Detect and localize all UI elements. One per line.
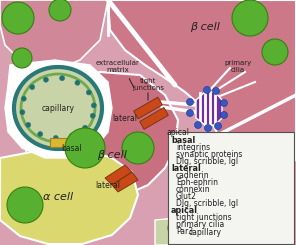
Circle shape — [83, 125, 88, 130]
Circle shape — [30, 85, 35, 90]
Text: apical: apical — [166, 127, 189, 136]
Circle shape — [44, 77, 49, 82]
Text: basal: basal — [62, 144, 82, 152]
Circle shape — [59, 76, 65, 81]
Text: Par3: Par3 — [176, 227, 193, 236]
Text: tight junctions: tight junctions — [176, 213, 232, 222]
Text: β cell: β cell — [97, 150, 127, 160]
Circle shape — [221, 99, 228, 107]
Circle shape — [65, 128, 105, 168]
Circle shape — [215, 122, 221, 130]
Circle shape — [7, 187, 43, 223]
Text: extracellular
matrix: extracellular matrix — [96, 60, 140, 73]
Circle shape — [12, 48, 32, 68]
Text: Glut2: Glut2 — [176, 192, 197, 201]
Circle shape — [205, 124, 212, 132]
Polygon shape — [0, 148, 138, 244]
Polygon shape — [5, 60, 112, 158]
Text: synaptic proteins: synaptic proteins — [176, 150, 242, 159]
Circle shape — [20, 110, 25, 115]
Circle shape — [204, 86, 210, 94]
Text: primary cilia: primary cilia — [176, 220, 224, 229]
Polygon shape — [22, 72, 178, 198]
Ellipse shape — [21, 74, 95, 142]
Circle shape — [26, 122, 31, 127]
Text: cadherin: cadherin — [176, 171, 210, 180]
Circle shape — [122, 132, 154, 164]
Text: tight
junctions: tight junctions — [132, 78, 164, 91]
Text: capillary: capillary — [41, 103, 75, 112]
Text: Dlg, scribble, lgl: Dlg, scribble, lgl — [176, 157, 238, 166]
Text: α cell: α cell — [43, 192, 73, 202]
Circle shape — [168, 218, 188, 238]
Circle shape — [49, 0, 71, 21]
Text: lateral: lateral — [171, 164, 201, 173]
Text: connexin: connexin — [176, 185, 211, 194]
Polygon shape — [50, 138, 90, 147]
Circle shape — [69, 133, 74, 138]
Polygon shape — [140, 108, 168, 129]
Text: lateral: lateral — [112, 113, 138, 122]
Circle shape — [186, 110, 194, 117]
Text: basal: basal — [171, 136, 195, 145]
Text: Eph-ephrin: Eph-ephrin — [176, 178, 218, 187]
Circle shape — [86, 90, 91, 95]
Polygon shape — [133, 97, 163, 119]
Circle shape — [53, 135, 58, 140]
Polygon shape — [112, 172, 138, 192]
Circle shape — [186, 98, 194, 106]
Circle shape — [213, 87, 220, 95]
Circle shape — [2, 2, 34, 34]
Circle shape — [234, 134, 262, 162]
Circle shape — [91, 103, 96, 108]
Polygon shape — [108, 0, 296, 165]
Circle shape — [232, 0, 268, 36]
Polygon shape — [196, 92, 222, 125]
Text: capillary: capillary — [189, 228, 221, 236]
Text: Dlg, scribble, lgl: Dlg, scribble, lgl — [176, 199, 238, 208]
Text: primary
cilia: primary cilia — [224, 60, 252, 73]
Circle shape — [90, 113, 95, 118]
Circle shape — [262, 39, 288, 65]
Text: β cell: β cell — [190, 22, 220, 32]
Text: lateral: lateral — [96, 181, 120, 189]
Circle shape — [221, 111, 228, 119]
Polygon shape — [105, 165, 132, 185]
Circle shape — [21, 96, 26, 101]
Polygon shape — [0, 0, 108, 68]
Text: apical: apical — [171, 206, 198, 215]
Circle shape — [38, 132, 43, 136]
Circle shape — [75, 80, 80, 85]
Polygon shape — [155, 215, 265, 245]
FancyBboxPatch shape — [168, 132, 294, 244]
Circle shape — [194, 122, 202, 128]
Text: integrins: integrins — [176, 143, 210, 152]
Ellipse shape — [14, 67, 102, 149]
